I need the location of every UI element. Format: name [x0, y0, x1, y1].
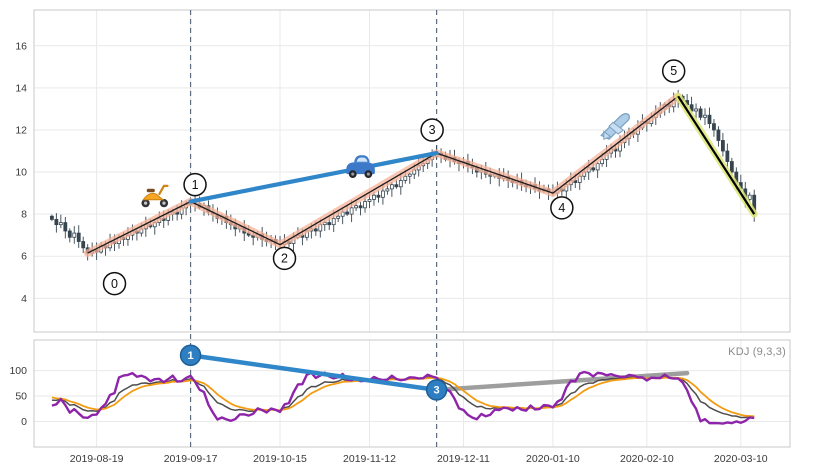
kdj-layer: 13 — [51, 344, 755, 425]
grid-layer — [33, 9, 791, 448]
wave-label-0: 0 — [102, 271, 127, 296]
date-axis-tick: 2020-02-10 — [620, 453, 674, 465]
kdj-axis-tick: 50 — [15, 391, 27, 403]
kdj-marker-1: 1 — [179, 344, 202, 367]
dashed-guides-layer — [189, 10, 438, 447]
wave-label-1: 1 — [183, 172, 207, 197]
date-axis-tick: 2019-12-11 — [437, 453, 490, 465]
date-axis-tick: 2019-09-17 — [164, 453, 218, 465]
date-axis-tick: 2019-10-15 — [253, 453, 307, 465]
svg-text:4: 4 — [558, 201, 565, 215]
wave-label-4: 4 — [550, 196, 574, 220]
kdj-indicator-label: KDJ (9,3,3) — [728, 346, 786, 358]
svg-text:1: 1 — [192, 178, 199, 192]
kdj-k-line — [51, 375, 755, 419]
price-divergence-layer — [188, 151, 439, 204]
wave-label-2: 2 — [272, 246, 297, 271]
price-axis-tick: 10 — [15, 167, 27, 179]
price-axis-tick: 12 — [15, 124, 27, 136]
svg-text:1: 1 — [188, 350, 194, 362]
date-axis-tick: 2020-03-10 — [714, 453, 768, 465]
wave-label-5: 5 — [661, 59, 686, 83]
kdj-axis-tick: 100 — [9, 365, 27, 377]
wave-label-3: 3 — [420, 118, 444, 142]
svg-text:5: 5 — [670, 64, 677, 78]
date-axis-tick: 2019-08-19 — [70, 453, 124, 465]
kdj-marker-3: 3 — [425, 379, 448, 401]
scooter-icon — [141, 184, 169, 208]
svg-text:0: 0 — [111, 277, 118, 291]
svg-text:2: 2 — [281, 252, 288, 266]
kdj-divergence-line — [188, 353, 439, 393]
wave-lines-layer — [83, 92, 758, 257]
price-axis-tick: 8 — [21, 209, 27, 221]
date-axis-tick: 2019-11-12 — [343, 453, 396, 465]
vehicles-layer — [141, 113, 631, 208]
wave-label-circles-layer: 0 1 2 3 4 5 — [102, 59, 686, 296]
svg-text:3: 3 — [434, 385, 440, 397]
svg-text:3: 3 — [429, 123, 436, 137]
car-icon — [346, 155, 375, 178]
airplane-icon — [600, 113, 631, 141]
price-axis-tick: 14 — [15, 82, 27, 94]
kdj-continuation-line — [434, 370, 690, 393]
price-axis-tick: 4 — [21, 293, 27, 305]
kdj-axis-tick: 0 — [21, 416, 27, 428]
date-axis-tick: 2020-01-10 — [526, 453, 580, 465]
price-axis-tick: 6 — [21, 251, 27, 263]
kdj-j-line — [51, 370, 755, 425]
price-divergence-line — [188, 151, 439, 204]
price-axis-tick: 16 — [15, 40, 27, 52]
